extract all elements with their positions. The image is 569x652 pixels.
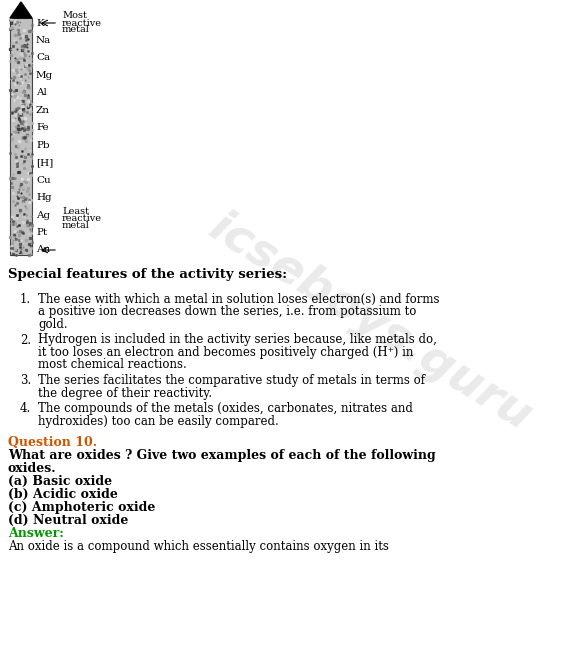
Text: Special features of the activity series:: Special features of the activity series: bbox=[8, 268, 287, 281]
Text: Fe: Fe bbox=[36, 123, 48, 132]
Text: Least: Least bbox=[62, 207, 89, 216]
Text: (c) Amphoteric oxide: (c) Amphoteric oxide bbox=[8, 501, 155, 514]
Text: the degree of their reactivity.: the degree of their reactivity. bbox=[38, 387, 212, 400]
Polygon shape bbox=[10, 2, 32, 18]
Text: (b) Acidic oxide: (b) Acidic oxide bbox=[8, 488, 118, 501]
Text: Pt: Pt bbox=[36, 228, 47, 237]
Text: icseboys.guru: icseboys.guru bbox=[200, 204, 539, 439]
Text: 4.: 4. bbox=[20, 402, 31, 415]
Text: metal: metal bbox=[62, 220, 90, 230]
Text: The series facilitates the comparative study of metals in terms of: The series facilitates the comparative s… bbox=[38, 374, 425, 387]
Text: Zn: Zn bbox=[36, 106, 50, 115]
Text: metal: metal bbox=[62, 25, 90, 35]
Text: Answer:: Answer: bbox=[8, 527, 64, 540]
Text: reactive: reactive bbox=[62, 18, 102, 27]
Text: An oxide is a compound which essentially contains oxygen in its: An oxide is a compound which essentially… bbox=[8, 540, 389, 553]
Text: 2.: 2. bbox=[20, 334, 31, 346]
Text: reactive: reactive bbox=[62, 214, 102, 222]
Text: What are oxides ? Give two examples of each of the following: What are oxides ? Give two examples of e… bbox=[8, 449, 436, 462]
Text: it too loses an electron and becomes positively charged (H⁺) in: it too loses an electron and becomes pos… bbox=[38, 346, 413, 359]
Text: Most: Most bbox=[62, 12, 87, 20]
Text: Ca: Ca bbox=[36, 53, 50, 63]
Bar bbox=[10, 18, 32, 255]
Text: Ag: Ag bbox=[36, 211, 50, 220]
Text: K: K bbox=[36, 18, 44, 27]
Text: Au: Au bbox=[36, 246, 50, 254]
Text: Cu: Cu bbox=[36, 175, 51, 185]
Text: Al: Al bbox=[36, 89, 47, 97]
Text: hydroxides) too can be easily compared.: hydroxides) too can be easily compared. bbox=[38, 415, 279, 428]
Text: (d) Neutral oxide: (d) Neutral oxide bbox=[8, 514, 129, 527]
Text: Hg: Hg bbox=[36, 193, 52, 202]
Text: Pb: Pb bbox=[36, 141, 50, 150]
Text: a positive ion decreases down the series, i.e. from potassium to: a positive ion decreases down the series… bbox=[38, 306, 417, 318]
Text: most chemical reactions.: most chemical reactions. bbox=[38, 359, 187, 372]
Text: The compounds of the metals (oxides, carbonates, nitrates and: The compounds of the metals (oxides, car… bbox=[38, 402, 413, 415]
Text: gold.: gold. bbox=[38, 318, 68, 331]
Text: oxides.: oxides. bbox=[8, 462, 57, 475]
Text: (a) Basic oxide: (a) Basic oxide bbox=[8, 475, 112, 488]
Text: The ease with which a metal in solution loses electron(s) and forms: The ease with which a metal in solution … bbox=[38, 293, 439, 306]
Text: [H]: [H] bbox=[36, 158, 53, 167]
Text: Question 10.: Question 10. bbox=[8, 436, 97, 449]
Text: Hydrogen is included in the activity series because, like metals do,: Hydrogen is included in the activity ser… bbox=[38, 334, 437, 346]
Text: Na: Na bbox=[36, 36, 51, 45]
Text: 1.: 1. bbox=[20, 293, 31, 306]
Text: Mg: Mg bbox=[36, 71, 53, 80]
Text: 3.: 3. bbox=[20, 374, 31, 387]
